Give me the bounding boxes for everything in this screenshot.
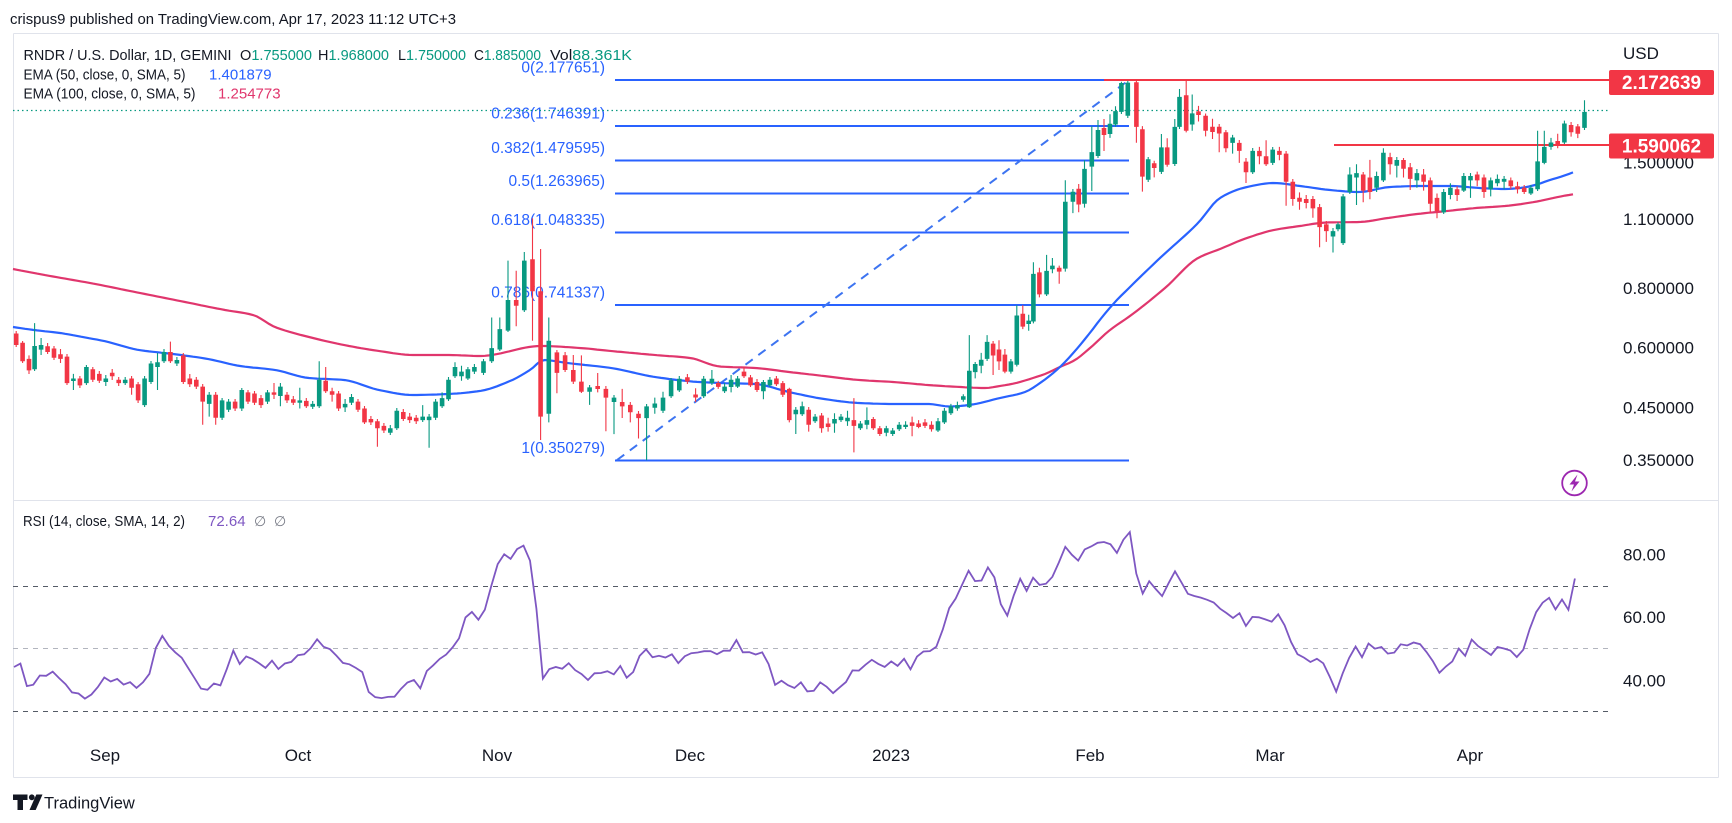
- svg-text:0.786(0.741337): 0.786(0.741337): [491, 285, 605, 302]
- svg-text:Mar: Mar: [1255, 746, 1285, 765]
- svg-text:∅: ∅: [274, 513, 286, 529]
- svg-text:0.600000: 0.600000: [1623, 339, 1694, 358]
- svg-text:crispus9 published on TradingV: crispus9 published on TradingView.com, A…: [10, 11, 456, 28]
- svg-text:EMA (100, close, 0, SMA, 5): EMA (100, close, 0, SMA, 5): [24, 86, 196, 103]
- svg-text:80.00: 80.00: [1623, 546, 1666, 565]
- svg-text:2023: 2023: [872, 746, 910, 765]
- svg-text:Apr: Apr: [1457, 746, 1484, 765]
- svg-text:Nov: Nov: [482, 746, 513, 765]
- svg-text:60.00: 60.00: [1623, 608, 1666, 627]
- svg-text:0.800000: 0.800000: [1623, 279, 1694, 298]
- svg-text:1.100000: 1.100000: [1623, 210, 1694, 229]
- svg-text:0.450000: 0.450000: [1623, 399, 1694, 418]
- svg-text:0(2.177651): 0(2.177651): [521, 60, 605, 77]
- svg-text:1.590062: 1.590062: [1622, 137, 1701, 158]
- svg-text:TradingView: TradingView: [44, 795, 135, 813]
- svg-text:1(0.350279): 1(0.350279): [521, 440, 605, 457]
- svg-text:Feb: Feb: [1075, 746, 1104, 765]
- svg-text:72.64: 72.64: [208, 513, 246, 530]
- svg-text:USD: USD: [1623, 44, 1659, 63]
- svg-text:40.00: 40.00: [1623, 672, 1666, 691]
- svg-text:0.382(1.479595): 0.382(1.479595): [491, 140, 605, 157]
- svg-text:0.5(1.263965): 0.5(1.263965): [508, 173, 605, 190]
- svg-text:0.350000: 0.350000: [1623, 451, 1694, 470]
- svg-text:Sep: Sep: [90, 746, 120, 765]
- svg-text:Vol88.361K: Vol88.361K: [550, 47, 632, 64]
- svg-text:C1.885000: C1.885000: [474, 47, 541, 64]
- svg-text:0.236(1.746391): 0.236(1.746391): [491, 106, 605, 123]
- svg-text:∅: ∅: [254, 513, 266, 529]
- svg-text:Oct: Oct: [285, 746, 312, 765]
- svg-text:0.618(1.048335): 0.618(1.048335): [491, 212, 605, 229]
- svg-text:1.401879: 1.401879: [209, 67, 272, 84]
- svg-text:2.172639: 2.172639: [1622, 73, 1701, 94]
- svg-text:RNDR / U.S. Dollar, 1D, GEMINI: RNDR / U.S. Dollar, 1D, GEMINI: [24, 47, 232, 64]
- svg-text:L1.750000: L1.750000: [398, 47, 466, 64]
- svg-text:EMA (50, close, 0, SMA, 5): EMA (50, close, 0, SMA, 5): [24, 67, 186, 84]
- svg-text:RSI (14, close, SMA, 14, 2): RSI (14, close, SMA, 14, 2): [23, 513, 185, 530]
- svg-text:H1.968000: H1.968000: [318, 47, 389, 64]
- svg-text:1.254773: 1.254773: [218, 86, 281, 103]
- svg-text:Dec: Dec: [675, 746, 706, 765]
- svg-text:O1.755000: O1.755000: [240, 47, 312, 64]
